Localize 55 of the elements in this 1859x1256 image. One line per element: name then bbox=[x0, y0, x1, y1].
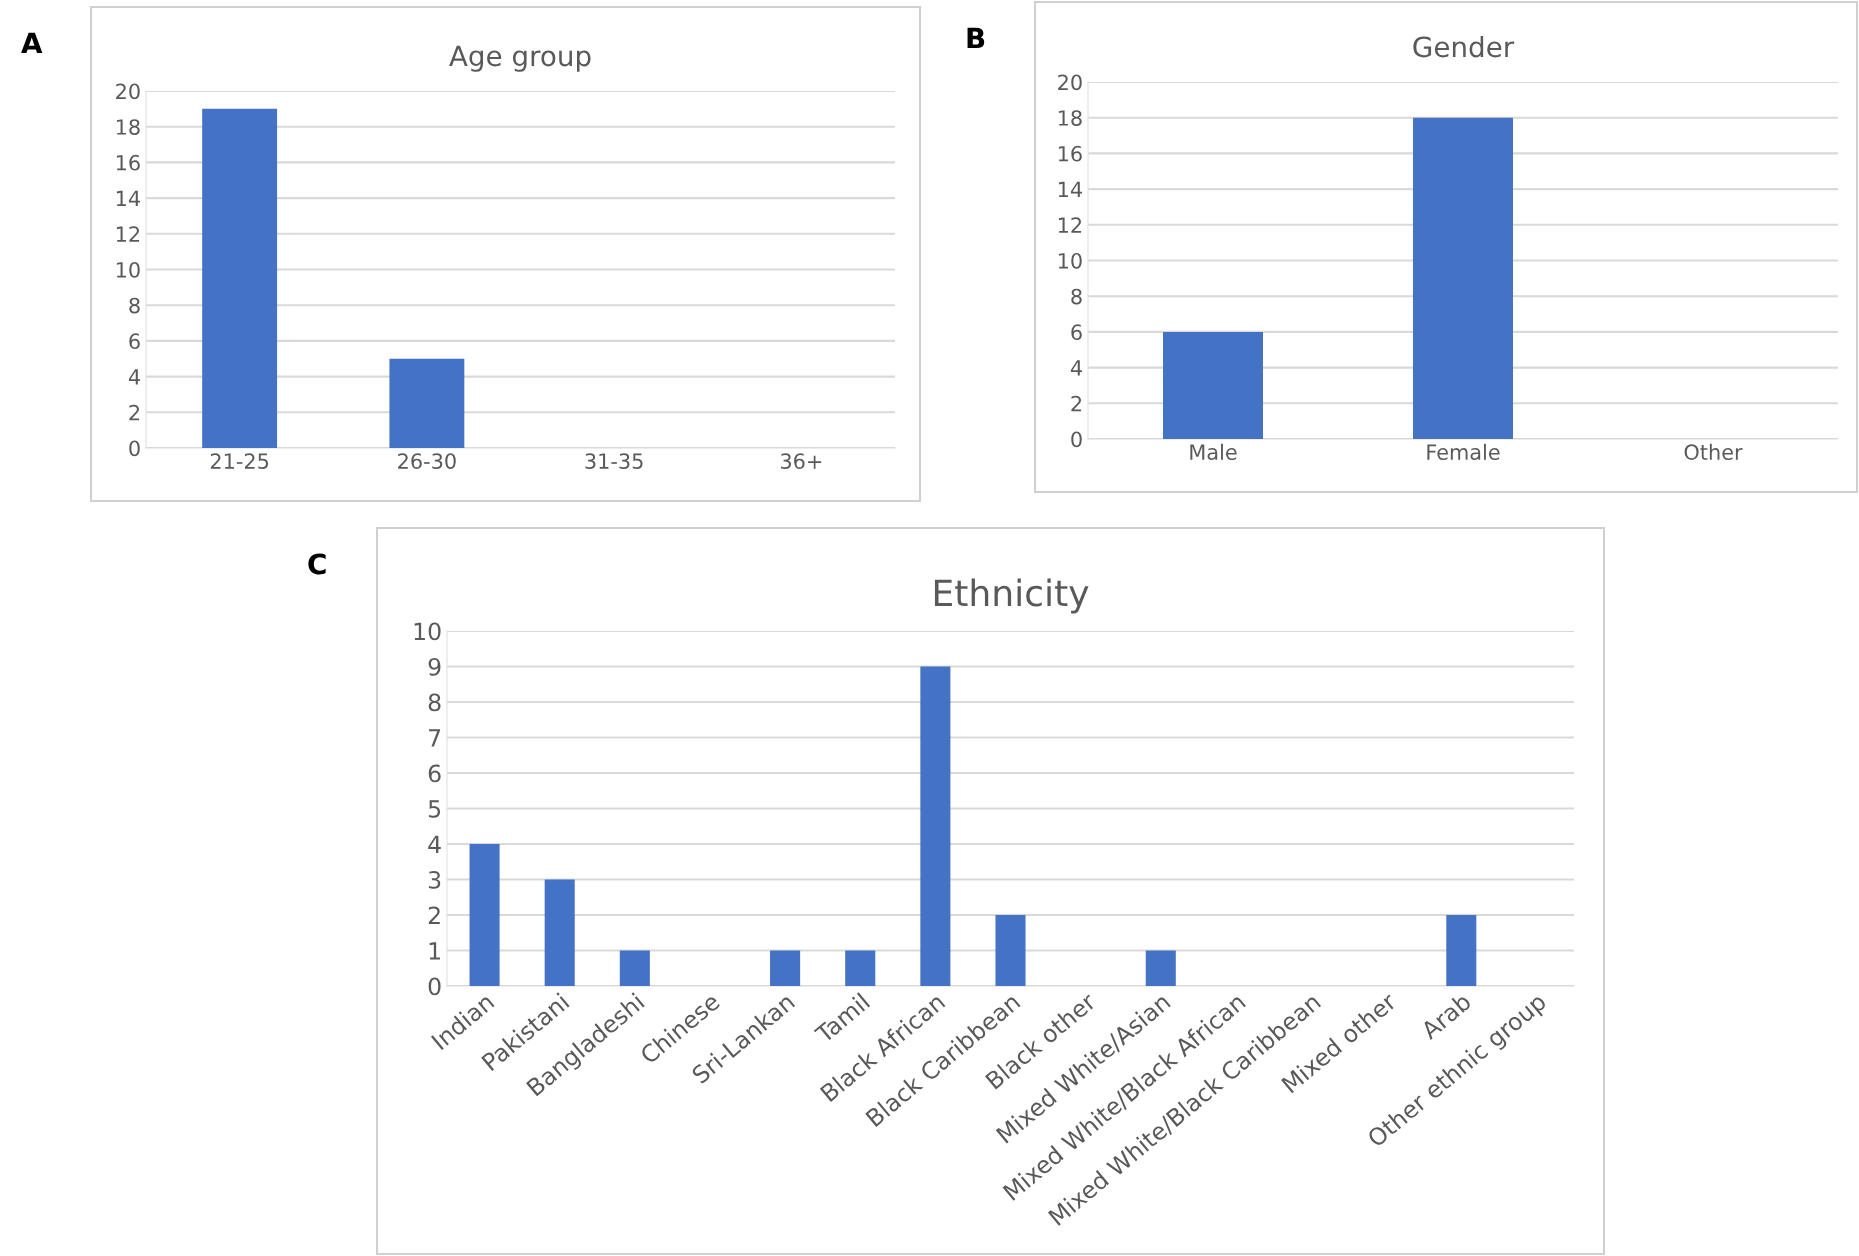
y-tick-label: 16 bbox=[1058, 145, 1082, 162]
x-tick-label: 21-25 bbox=[210, 453, 269, 469]
y-tick-label: 6 bbox=[1071, 324, 1082, 341]
y-tick-label: 6 bbox=[129, 333, 140, 350]
y-tick-label: 14 bbox=[1058, 181, 1082, 198]
y-tick-label: 2 bbox=[428, 906, 440, 924]
chart-title: Ethnicity bbox=[934, 578, 1089, 614]
text: C bbox=[308, 553, 326, 575]
y-tick-label: 4 bbox=[128, 369, 140, 385]
y-tick-label: 0 bbox=[428, 977, 441, 996]
x-tick-label: 31-35 bbox=[585, 453, 643, 469]
bar bbox=[845, 950, 876, 986]
y-tick-label: 12 bbox=[1058, 217, 1082, 233]
bar bbox=[995, 915, 1026, 986]
y-tick-label: 4 bbox=[1070, 360, 1082, 376]
y-tick-label: 8 bbox=[129, 297, 140, 314]
bar bbox=[1446, 915, 1477, 986]
y-tick-label: 10 bbox=[1058, 252, 1082, 269]
y-tick-label: 18 bbox=[1058, 110, 1082, 126]
bar bbox=[544, 879, 575, 986]
y-tick-label: 14 bbox=[116, 190, 140, 207]
y-tick-label: 3 bbox=[428, 870, 441, 889]
bar bbox=[770, 950, 801, 986]
y-tick-label: 10 bbox=[414, 622, 441, 641]
text: A bbox=[21, 32, 43, 54]
y-tick-label: 6 bbox=[428, 764, 441, 783]
y-tick-label: 0 bbox=[129, 440, 140, 457]
text: B bbox=[967, 27, 985, 49]
x-tick-label: Other bbox=[1684, 443, 1743, 460]
y-tick-label: 0 bbox=[1071, 431, 1082, 448]
x-tick-label: Male bbox=[1190, 443, 1237, 460]
y-tick-label: 10 bbox=[116, 261, 140, 278]
y-tick-label: 7 bbox=[429, 729, 441, 747]
bar bbox=[619, 950, 650, 986]
y-tick-label: 8 bbox=[1071, 288, 1082, 305]
bar bbox=[469, 844, 500, 986]
bar bbox=[920, 666, 951, 986]
y-tick-label: 16 bbox=[116, 154, 140, 171]
chart-title: Age group bbox=[449, 45, 591, 72]
y-tick-label: 20 bbox=[116, 83, 140, 100]
x-tick-label: 26-30 bbox=[398, 453, 456, 469]
y-tick-label: 5 bbox=[428, 800, 441, 818]
y-tick-label: 2 bbox=[1071, 395, 1082, 412]
bar bbox=[1145, 950, 1176, 986]
y-tick-label: 12 bbox=[116, 226, 140, 242]
chart-title: Gender bbox=[1413, 35, 1515, 58]
x-tick-label: 36+ bbox=[780, 453, 822, 469]
y-tick-label: 20 bbox=[1058, 74, 1082, 91]
y-tick-label: 1 bbox=[429, 942, 440, 960]
y-tick-label: 18 bbox=[116, 119, 140, 135]
y-tick-label: 8 bbox=[428, 693, 441, 712]
y-tick-label: 4 bbox=[428, 835, 441, 853]
y-tick-label: 9 bbox=[428, 657, 441, 676]
x-tick-label: Female bbox=[1427, 443, 1500, 460]
y-tick-label: 2 bbox=[129, 404, 140, 421]
